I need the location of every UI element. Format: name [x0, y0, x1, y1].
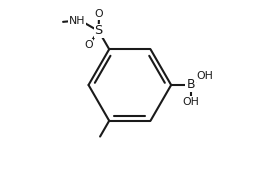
- Text: NH: NH: [69, 16, 85, 26]
- Text: S: S: [94, 24, 103, 37]
- Text: OH: OH: [182, 97, 199, 107]
- Text: O: O: [84, 40, 93, 50]
- Text: OH: OH: [196, 71, 213, 81]
- Text: B: B: [186, 79, 195, 91]
- Text: O: O: [95, 10, 103, 19]
